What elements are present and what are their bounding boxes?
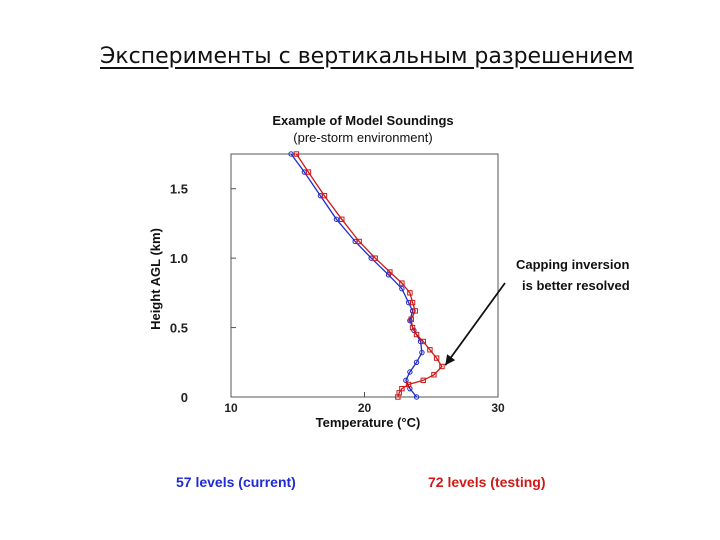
series-2-point — [408, 316, 414, 322]
series-line-1 — [290, 153, 423, 398]
series-2-point — [399, 385, 405, 392]
y-tick-label: 1.5 — [170, 182, 188, 197]
annotation-line-1: Capping inversion — [516, 257, 629, 272]
annotation-line-2: is better resolved — [522, 278, 630, 293]
series-line-2 — [295, 153, 443, 398]
series-2-point — [420, 338, 426, 345]
series-1-point — [419, 349, 425, 356]
series-2-point — [293, 151, 300, 157]
x-tick-label: 20 — [358, 401, 372, 415]
y-axis-label: Height AGL (km) — [148, 228, 163, 330]
series-2-point — [433, 355, 440, 361]
series-2-point — [407, 290, 413, 296]
series-2-point — [372, 255, 378, 261]
y-tick-label: 0.5 — [170, 321, 188, 336]
series-2-point — [399, 280, 405, 286]
x-tick-label: 10 — [224, 401, 238, 415]
series-2-point — [412, 308, 418, 314]
x-tick-label: 30 — [491, 401, 505, 415]
y-tick-label: 0 — [181, 390, 188, 405]
legend-red: 72 levels (testing) — [428, 474, 546, 490]
x-axis-label: Temperature (°C) — [316, 415, 421, 430]
legend-blue: 57 levels (current) — [176, 474, 296, 490]
y-tick-label: 1.0 — [170, 251, 188, 266]
series-2-point — [431, 372, 437, 378]
series-1-point — [333, 216, 340, 222]
annotation-arrow — [444, 282, 506, 366]
series-2-point — [356, 238, 362, 245]
series-1-point — [407, 369, 413, 375]
series-2-point — [409, 299, 416, 306]
series-2-point — [420, 377, 426, 384]
series-2-point — [305, 169, 312, 175]
series-2-point — [409, 324, 416, 331]
chart-subtitle: (pre-storm environment) — [293, 130, 432, 145]
series-1-point — [385, 272, 392, 278]
series-2-point — [387, 269, 393, 275]
series-2-point — [405, 381, 412, 388]
annotation-arrowhead — [445, 354, 456, 366]
chart-title: Example of Model Soundings — [272, 113, 453, 128]
series-2-point — [439, 363, 445, 370]
series-1-point — [288, 151, 294, 157]
series-2-point — [427, 347, 433, 353]
series-2-point — [321, 192, 328, 199]
slide-title: Эксперименты с вертикальным разрешением — [100, 44, 634, 69]
plot-frame — [230, 153, 499, 398]
series-1-point — [413, 394, 420, 400]
series-2-point — [339, 216, 345, 222]
series-1-point — [413, 359, 420, 365]
series-1-point — [399, 285, 405, 292]
series-2-point — [413, 331, 420, 338]
